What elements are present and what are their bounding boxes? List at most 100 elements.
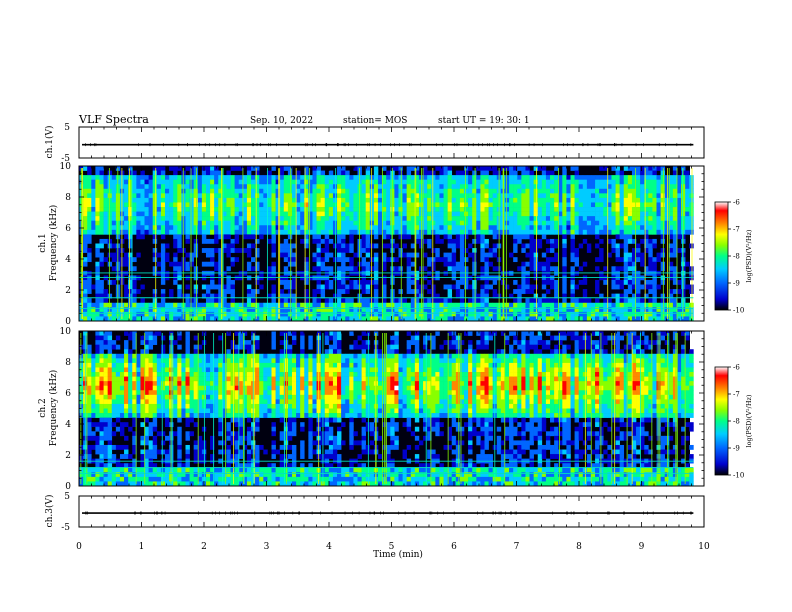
ch2-spectrogram-cell [111,381,117,387]
ch1-spectrogram-cell [201,234,207,240]
ch1-spectrogram-cell [283,302,289,308]
ch1-spectrogram-cell [472,248,477,253]
ch1-spectrogram-cell [443,207,448,212]
ch1-spectrogram-cell [230,316,235,322]
ch1-spectrogram-cell [267,302,272,308]
ch1-spectrogram-cell [332,188,338,194]
ch1-spectrogram-cell [271,216,276,222]
ch1-spectrogram-cell [472,302,477,308]
ch1-spectrogram-cell [459,252,465,258]
ch1-spectrogram-cell [271,188,276,194]
ch1-spectrogram-cell [455,238,461,244]
ch1-spectrogram-cell [382,293,387,299]
ch1-spectrogram-cell [111,266,117,272]
ch2-spectrogram-cell [156,358,162,364]
ch1-spectrogram-cell [251,266,256,272]
ch1-spectrogram-cell [627,302,633,308]
ch1-spectrogram-cell [193,238,199,244]
ch1-spectrogram-cell [533,307,539,313]
ch1-spectrogram-cell [640,302,645,308]
ch1-spectrogram-cell [316,220,321,226]
ch1-spectrogram-cell [218,184,223,190]
ch1-spectrogram-cell [394,229,399,235]
ch1-spectrogram-cell [676,307,682,313]
ch1-spectrogram-cell [472,216,477,222]
ch1-spectrogram-cell [435,229,440,235]
ch1-spectrogram-cell [201,302,207,308]
ch1-spectrogram-cell [427,184,432,190]
ch1-spectrogram-cell [451,266,457,272]
ch1-spectrogram-cell [464,234,469,240]
ch1-spectrogram-cell [402,202,407,208]
ch1-spectrogram-cell [660,293,666,299]
ch1-spectrogram-cell [410,316,416,322]
ch1-spectrogram-cell [570,311,575,317]
ch1-spectrogram-cell [144,193,149,199]
ch1-spectrogram-cell [83,175,88,180]
ch1-spectrogram-cell [304,207,309,212]
ch1-spectrogram-cell [644,229,649,235]
ch2-spectrogram-cell [152,476,158,482]
ch1-spectrogram-cell [222,175,227,180]
ch1-spectrogram-cell [349,207,354,212]
ch2-spectrogram-cell [128,331,133,336]
ch1-spectrogram-cell [529,248,534,253]
ch1-spectrogram-cell [607,220,612,226]
ch1-spectrogram-cell [504,211,510,217]
ch1-spectrogram-cell [316,311,321,317]
ch1-spectrogram-cell [509,184,514,190]
ch2-spectrogram-cell [91,353,96,359]
ch1-spectrogram-cell [648,248,653,253]
ch1-spectrogram-cell [296,311,301,317]
ch1-spectrogram-cell [214,225,219,231]
ch1-spectrogram-cell [611,229,616,235]
ch1-spectrogram-cell [545,229,551,235]
ch1-spectrogram-cell [382,193,387,199]
ch1-spectrogram-cell [570,257,575,263]
ch2-spectrogram-cell [107,372,113,377]
ch1-spectrogram-cell [185,234,190,240]
ch1-spectrogram-cell [423,207,428,212]
ch1-spectrogram-cell [226,193,231,199]
ch1-spectrogram-ytick-label: 2 [65,286,71,296]
ch1-spectrogram-cell [291,243,297,249]
ch2-spectrogram-cell [136,472,141,478]
ch1-spectrogram-cell [619,220,625,226]
ch2-spectrogram-cell [152,353,158,359]
ch2-spectrogram-cell [148,472,154,478]
ch2-spectrogram-cell [148,376,154,382]
ch1-spectrogram-cell [91,229,96,235]
ch1-spectrogram-cell [472,311,477,317]
ch1-spectrogram-cell [484,243,489,249]
ch2-spectrogram-cell [152,454,158,459]
ch1-spectrogram-cell [111,188,117,194]
ch1-spectrogram-cell [140,225,145,231]
ch1-spectrogram-cell [140,216,145,222]
ch2-spectrogram-cell [132,444,137,450]
ch2-spectrogram-cell [144,367,149,373]
ch1-spectrogram-cell [648,266,653,272]
ch1-spectrogram-cell [226,184,231,190]
ch1-spectrogram-cell [586,298,592,304]
ch2-spectrogram-cell [103,385,108,391]
ch2-spectrogram-cell [140,467,145,473]
ch1-spectrogram-cell [431,202,436,208]
ch1-spectrogram-cell [517,166,522,171]
ch1-spectrogram-cell [83,216,88,222]
ch1-spectrogram-cell [160,184,166,190]
ch1-spectrogram-cell [349,216,354,222]
ch2-spectrogram-cell [165,476,170,482]
ch1-spectrogram-cell [124,184,129,190]
ch1-spectrogram-cell [631,229,637,235]
ch2-spectrogram-cell [87,376,92,382]
ch1-spectrogram-cell [459,184,465,190]
ch1-spectrogram-cell [87,311,92,317]
ch1-spectrogram-cell [296,307,301,313]
ch1-spectrogram-cell [566,193,571,199]
ch1-spectrogram-cell [574,211,579,217]
ch1-spectrogram-cell [271,211,276,217]
ch2-spectrogram-cell [173,472,178,478]
ch1-spectrogram-cell [468,179,473,185]
ch1-spectrogram-cell [201,207,207,212]
ch2-spectrogram-cell [165,381,170,387]
